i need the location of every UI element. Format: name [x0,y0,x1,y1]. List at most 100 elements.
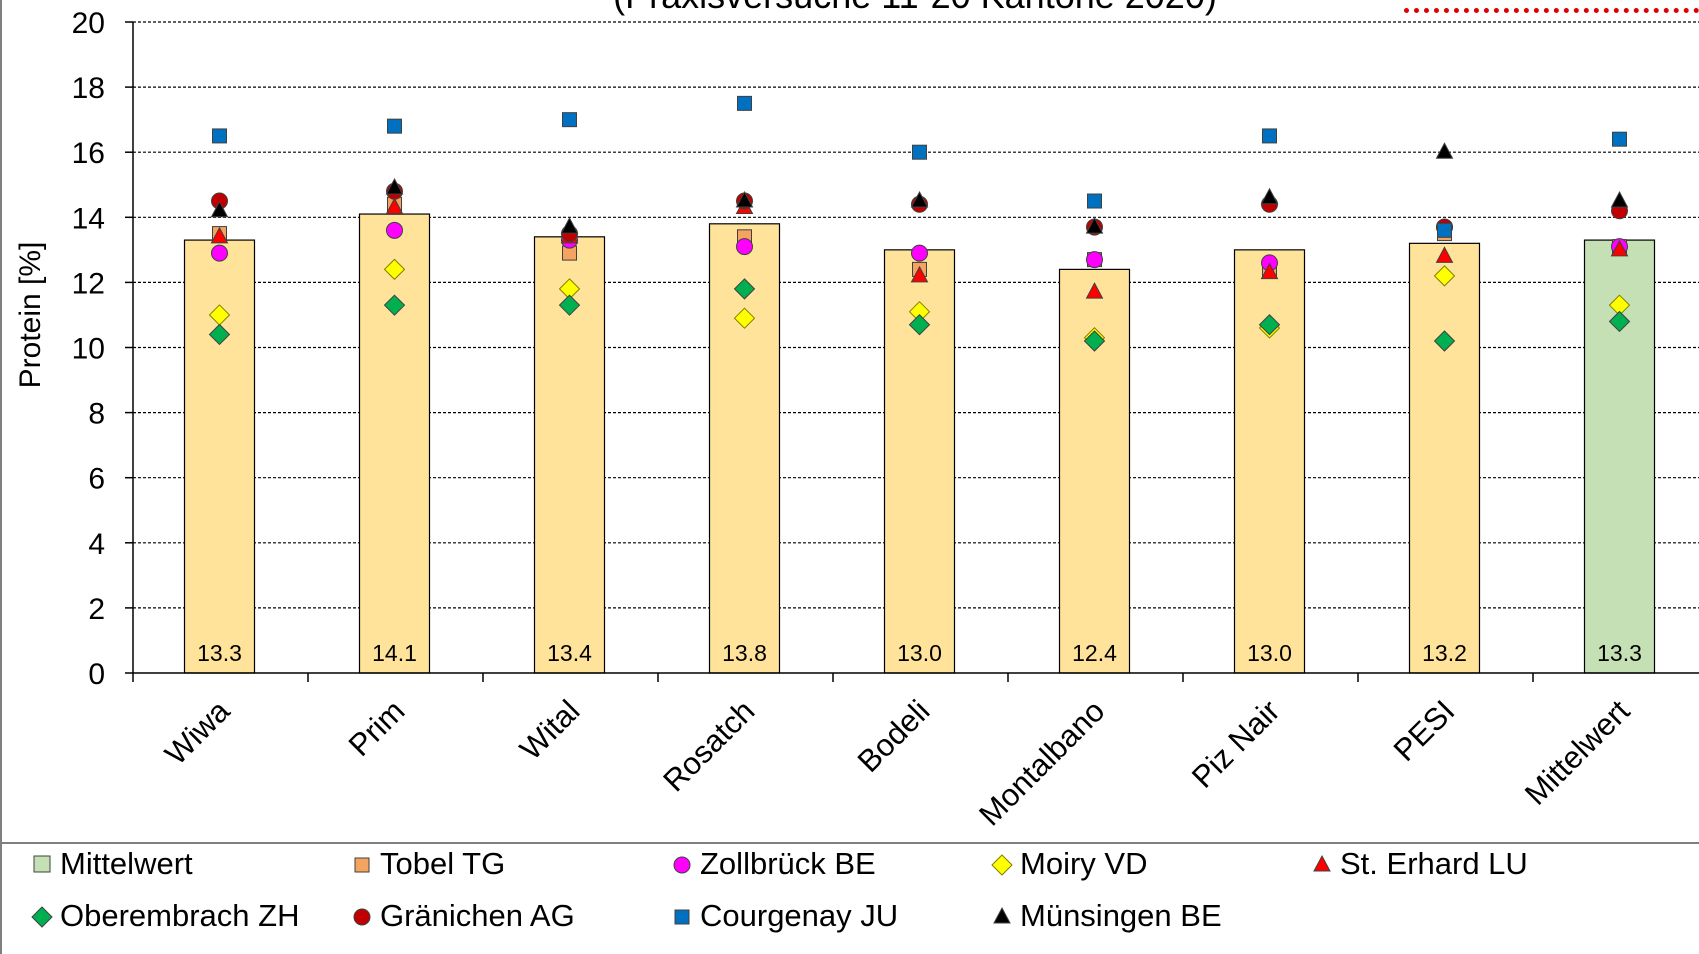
legend-item: Zollbrück BE [670,846,876,882]
legend-item: Gränichen AG [350,898,575,934]
point-square [737,95,752,111]
bar-value-label: 14.1 [372,640,417,666]
bars: 13.3 14.1 13.4 13.8 13.0 12.4 13.0 13.2 13.3 [183,213,1656,674]
y-tick-label: 6 [88,463,105,496]
circle-icon [673,856,691,874]
x-category-label: Piz Nair [1185,693,1286,794]
legend-item: St. Erhard LU [1310,846,1528,882]
point-diamond [1433,330,1456,352]
point-triangle [560,217,579,234]
point-triangle [1435,246,1454,263]
diamond-icon [991,854,1013,876]
point-triangle [910,190,929,208]
swatch [1313,854,1331,872]
square-icon [354,857,370,873]
y-tick-label: 12 [72,267,105,300]
legend-label: Tobel TG [380,846,506,881]
y-tick-label: 18 [72,72,105,105]
point-diamond [558,294,581,316]
circle-icon [353,908,371,926]
bar-value-label: 13.0 [897,640,942,666]
point-circle [1086,251,1103,269]
swatch [33,855,51,873]
point-diamond [733,307,756,329]
point-square [1262,128,1277,144]
y-tick-label: 14 [72,202,105,235]
bar-icon [33,855,51,873]
point-triangle [385,177,404,195]
protein-chart: (Praxisversuche 11-20 Kantone 2020) 13.3… [14,0,1699,833]
point-circle [386,221,403,239]
point-triangle [1435,142,1454,159]
bar [1233,249,1306,674]
point-diamond [1083,330,1106,352]
bar-value-label: 13.4 [547,640,592,666]
point-square [212,128,227,144]
triangle-icon [993,906,1011,924]
bar-value-label: 12.4 [1072,640,1117,666]
y-tick-label: 2 [88,593,105,626]
point-triangle [385,197,404,215]
x-category-label: Rosatch [656,693,761,798]
point-square [1087,193,1102,209]
point-square [1612,131,1627,147]
point-triangle [1610,239,1629,257]
data-points [208,95,1631,352]
legend-label: Zollbrück BE [700,846,876,881]
y-tick-label: 0 [88,658,105,691]
legend-row-1: Mittelwert Tobel TG Zollbrück BE Moiry VD St… [0,846,1699,896]
point-circle [911,244,928,262]
x-category-label: Prim [342,693,412,763]
point-square [562,112,577,128]
legend-label: Münsingen BE [1020,898,1222,933]
point-diamond [908,314,931,336]
point-triangle [1260,262,1279,280]
legend-label: Courgenay JU [700,898,899,933]
legend-item: Tobel TG [350,846,505,882]
bar-value-label: 13.3 [1597,640,1642,666]
bar-value-label: 13.0 [1247,640,1292,666]
y-tick-label: 8 [88,398,105,431]
point-square [1437,222,1452,238]
swatch [354,857,370,873]
bar-value-label: 13.2 [1422,640,1467,666]
bar-value-label: 13.8 [722,640,767,666]
legend-item: Münsingen BE [990,898,1222,934]
legend-label: Mittelwert [60,846,193,881]
chart-frame-border [0,0,2,954]
swatch [674,909,690,925]
point-diamond [1433,265,1456,287]
point-triangle [210,200,229,218]
legend-label: St. Erhard LU [1340,846,1528,881]
legend-item: Mittelwert [30,846,193,882]
x-category-label: Wiwa [158,693,237,772]
swatch [991,854,1013,876]
point-triangle [910,265,929,283]
x-category-label: Bodeli [851,693,937,779]
point-circle [736,238,753,256]
legend-item: Oberembrach ZH [30,898,299,934]
triangle-icon [1313,854,1331,872]
point-diamond [208,323,231,346]
point-circle [211,244,228,262]
swatch [31,906,53,928]
legend-label: Gränichen AG [380,898,575,933]
y-tick-label: 20 [72,7,105,40]
diamond-icon [31,906,53,928]
point-square [912,144,927,160]
bar-value-label: 13.3 [197,640,242,666]
x-category-label: Mittelwert [1518,693,1637,812]
point-triangle [1260,187,1279,205]
point-diamond [733,278,756,300]
point-diamond [383,294,406,316]
point-diamond [383,258,406,281]
bar [1408,242,1481,674]
point-triangle [1085,282,1104,299]
point-diamond [1608,310,1631,333]
square-icon [674,909,690,925]
y-tick-label: 16 [72,137,105,170]
legend-item: Courgenay JU [670,898,898,934]
point-triangle [735,190,754,208]
swatch [353,908,371,926]
highlight-marker [1404,0,1699,13]
